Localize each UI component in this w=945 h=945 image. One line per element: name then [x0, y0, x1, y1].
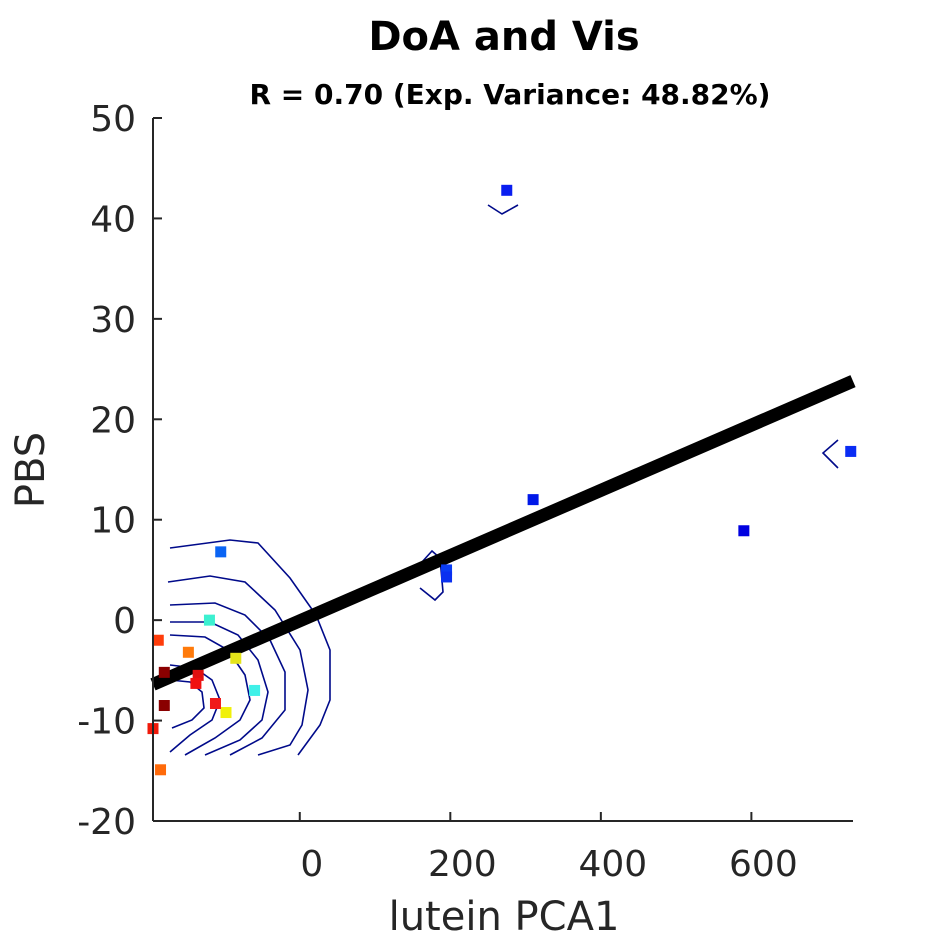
contour-line [821, 439, 839, 469]
contour-line [169, 634, 251, 756]
y-axis-label: PBS [8, 432, 54, 508]
y-tick-label: -10 [77, 702, 136, 743]
y-tick-label: 10 [90, 501, 136, 542]
data-point [152, 634, 164, 646]
y-tick-label: 0 [113, 601, 136, 642]
x-tick-label: 400 [578, 844, 647, 885]
data-point [220, 707, 232, 719]
data-point [158, 700, 170, 712]
data-point [190, 677, 202, 689]
y-tick-label: 30 [90, 300, 136, 341]
contour-line [169, 679, 205, 729]
data-point [230, 652, 242, 664]
density-contours [167, 204, 839, 756]
data-point [441, 571, 453, 583]
x-tick-label: 200 [428, 844, 497, 885]
contour-line [487, 204, 519, 215]
y-tick-labels: -20 -10 0 10 20 30 40 50 [77, 99, 136, 843]
chart-subtitle: R = 0.70 (Exp. Variance: 48.82%) [250, 78, 771, 111]
data-point [738, 525, 750, 537]
data-point [203, 614, 215, 626]
data-point [845, 445, 857, 457]
data-point [158, 666, 170, 678]
x-axis-label: lutein PCA1 [389, 894, 620, 940]
regression-line [150, 375, 856, 691]
data-point [182, 646, 194, 658]
contour-line [169, 602, 286, 756]
data-point [215, 546, 227, 558]
regression-line-layer [150, 375, 856, 691]
data-point [155, 764, 167, 776]
contour-line [167, 575, 309, 756]
axes [152, 117, 853, 822]
y-tick-label: 20 [90, 400, 136, 441]
data-point [192, 669, 204, 681]
data-point [249, 684, 261, 696]
y-tick-label: 40 [90, 199, 136, 240]
data-point [441, 564, 453, 576]
x-tick-label: 600 [729, 844, 798, 885]
chart-title: DoA and Vis [368, 14, 639, 60]
data-point [209, 697, 221, 709]
data-point [501, 184, 513, 196]
x-tick-label: 0 [300, 844, 323, 885]
y-tick-label: 50 [90, 99, 136, 140]
x-tick-labels: 0 200 400 600 [300, 844, 797, 885]
y-tick-label: -20 [77, 802, 136, 843]
scatter-points [147, 184, 857, 776]
data-point [527, 494, 539, 506]
